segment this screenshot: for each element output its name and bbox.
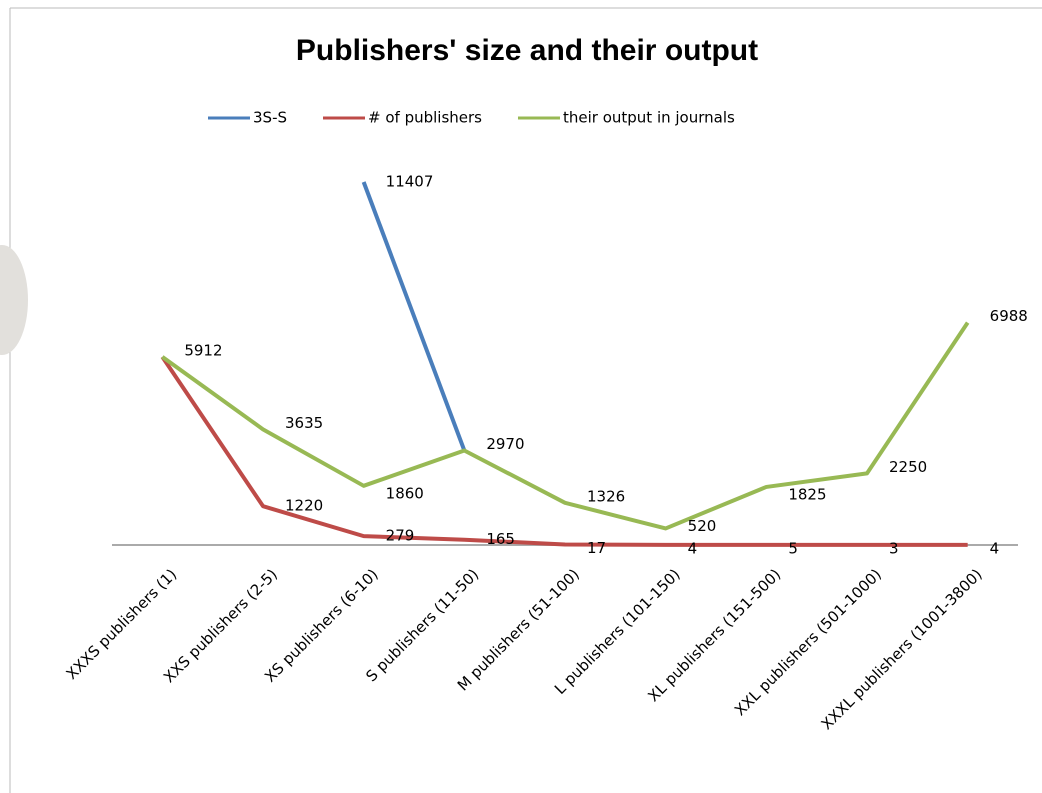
legend-label: # of publishers (368, 109, 482, 127)
chart-title: Publishers' size and their output (296, 34, 758, 67)
data-label: 4 (688, 539, 698, 557)
data-label: 5 (788, 539, 798, 557)
data-label: 11407 (386, 173, 434, 191)
legend-label: their output in journals (563, 109, 735, 127)
data-label: 1860 (386, 484, 424, 502)
data-label: 1825 (788, 485, 826, 503)
data-label: 520 (688, 517, 717, 535)
data-label: 6988 (990, 307, 1028, 325)
data-label: 2970 (486, 435, 524, 453)
data-label: 2250 (889, 458, 927, 476)
data-label: 5912 (184, 341, 222, 359)
data-label: 3635 (285, 414, 323, 432)
data-label: 1326 (587, 487, 625, 505)
data-label: 279 (386, 527, 415, 545)
data-label: 3 (889, 539, 899, 557)
data-label: 165 (486, 530, 515, 548)
legend-label: 3S-S (253, 109, 287, 127)
chart: Publishers' size and their output 3S-S # … (0, 0, 1042, 793)
data-label: 4 (990, 539, 1000, 557)
data-label: 1220 (285, 497, 323, 515)
data-label: 17 (587, 539, 606, 557)
